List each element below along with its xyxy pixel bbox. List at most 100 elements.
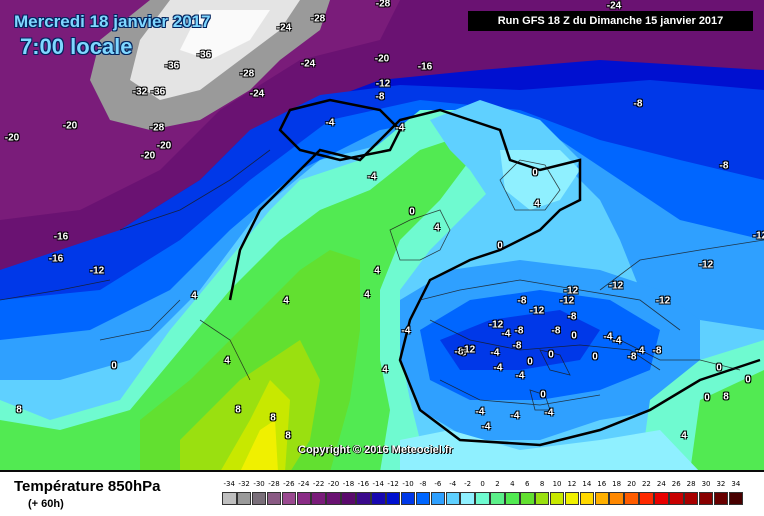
isotherm-label: -16	[48, 253, 64, 265]
isotherm-label: -8	[375, 91, 385, 103]
isotherm-label: -12	[608, 280, 624, 292]
isotherm-label: 4	[534, 198, 540, 210]
scale-tick-label: 30	[701, 480, 711, 488]
isotherm-label: 4	[681, 430, 687, 442]
scale-swatch	[713, 492, 729, 505]
isotherm-label: 0	[704, 392, 710, 404]
scale-tick-label: 26	[671, 480, 681, 488]
scale-tick-label: 24	[656, 480, 666, 488]
isotherm-label: 4	[224, 355, 230, 367]
isotherm-label: 0	[532, 167, 538, 179]
scale-tick-label: 22	[641, 480, 651, 488]
isotherm-label: -28	[310, 13, 326, 25]
scale-tick-label: -30	[253, 480, 265, 488]
scale-swatch	[669, 492, 684, 505]
scale-swatch	[281, 492, 297, 505]
isotherm-label: 0	[111, 360, 117, 372]
variable-title: Température 850hPa	[14, 478, 161, 495]
isotherm-label: -28	[149, 122, 165, 134]
isotherm-label: 0	[592, 351, 598, 363]
isotherm-label: -24	[606, 0, 622, 12]
scale-swatch	[564, 492, 580, 505]
isotherm-label: 0	[571, 330, 577, 342]
scale-tick-label: -8	[419, 480, 427, 488]
scale-swatch	[654, 492, 669, 505]
scale-swatch	[430, 492, 446, 505]
scale-swatch	[534, 492, 550, 505]
isotherm-label: -4	[401, 325, 411, 337]
scale-swatch	[490, 492, 505, 505]
map-canvas	[0, 0, 764, 472]
isotherm-label: -12	[89, 265, 105, 277]
isotherm-label: -8	[517, 295, 527, 307]
scale-swatch	[624, 492, 639, 505]
scale-swatch	[415, 492, 431, 505]
scale-swatch	[251, 492, 267, 505]
isotherm-label: -8	[567, 311, 577, 323]
scale-swatch	[579, 492, 595, 505]
scale-swatch	[311, 492, 326, 505]
isotherm-label: -24	[276, 22, 292, 34]
isotherm-label: -20	[374, 53, 390, 65]
scale-swatch	[683, 492, 699, 505]
scale-tick-label: 12	[567, 480, 577, 488]
scale-tick-label: 2	[495, 480, 500, 488]
scale-tick-label: -24	[298, 480, 310, 488]
scale-tick-label: 0	[480, 480, 485, 488]
scale-swatch	[445, 492, 460, 505]
scale-tick-label: 34	[731, 480, 741, 488]
isotherm-label: -36	[164, 60, 180, 72]
isotherm-label: -8	[512, 340, 522, 352]
lead-time: (+ 60h)	[28, 498, 64, 510]
scale-swatch	[505, 492, 520, 505]
scale-swatch	[698, 492, 714, 505]
scale-tick-label: -10	[402, 480, 414, 488]
isotherm-label: -4	[501, 328, 511, 340]
isotherm-label: -12	[375, 78, 391, 90]
scale-swatch	[296, 492, 311, 505]
isotherm-label: -12	[460, 344, 476, 356]
scale-swatch	[728, 492, 744, 505]
scale-swatch	[222, 492, 237, 505]
scale-swatch	[371, 492, 386, 505]
scale-swatch	[460, 492, 475, 505]
scale-tick-label: 28	[686, 480, 696, 488]
isotherm-label: -36	[150, 86, 166, 98]
isotherm-label: -8	[652, 345, 662, 357]
isotherm-label: -12	[655, 295, 671, 307]
scale-tick-label: 4	[510, 480, 515, 488]
isotherm-label: -8	[454, 346, 464, 358]
isotherm-label: -24	[300, 58, 316, 70]
isotherm-label: -8	[719, 160, 729, 172]
scale-tick-label: 16	[597, 480, 607, 488]
isotherm-label: 4	[382, 364, 388, 376]
isotherm-label: -4	[325, 117, 335, 129]
scale-tick-label: 18	[612, 480, 622, 488]
isotherm-label: 8	[270, 412, 276, 424]
isotherm-label: -36	[196, 49, 212, 61]
isotherm-label: -32	[132, 86, 148, 98]
isotherm-label: 8	[16, 404, 22, 416]
isotherm-label: 0	[497, 240, 503, 252]
scale-tick-label: 8	[539, 480, 545, 488]
scale-swatch	[341, 492, 356, 505]
isotherm-label: 0	[527, 356, 533, 368]
isotherm-label: -12	[752, 230, 764, 242]
copyright-notice: Copyright © 2016 Meteociel.fr	[298, 444, 453, 456]
scale-swatch	[609, 492, 624, 505]
isotherm-label: -20	[62, 120, 78, 132]
scale-tick-label: 14	[582, 480, 592, 488]
isotherm-label: 8	[285, 430, 291, 442]
isotherm-label: 0	[409, 206, 415, 218]
scale-tick-label: -20	[327, 480, 340, 488]
isotherm-label: 4	[434, 222, 440, 234]
scale-swatch	[520, 492, 535, 505]
scale-tick-label: -22	[312, 480, 325, 488]
isotherm-label: 0	[540, 389, 546, 401]
isotherm-label: -12	[698, 259, 714, 271]
isotherm-label: -24	[249, 88, 265, 100]
isotherm-label: 4	[283, 295, 289, 307]
isotherm-label: 4	[364, 289, 370, 301]
isotherm-label: 8	[723, 391, 729, 403]
isotherm-label: -28	[239, 68, 255, 80]
